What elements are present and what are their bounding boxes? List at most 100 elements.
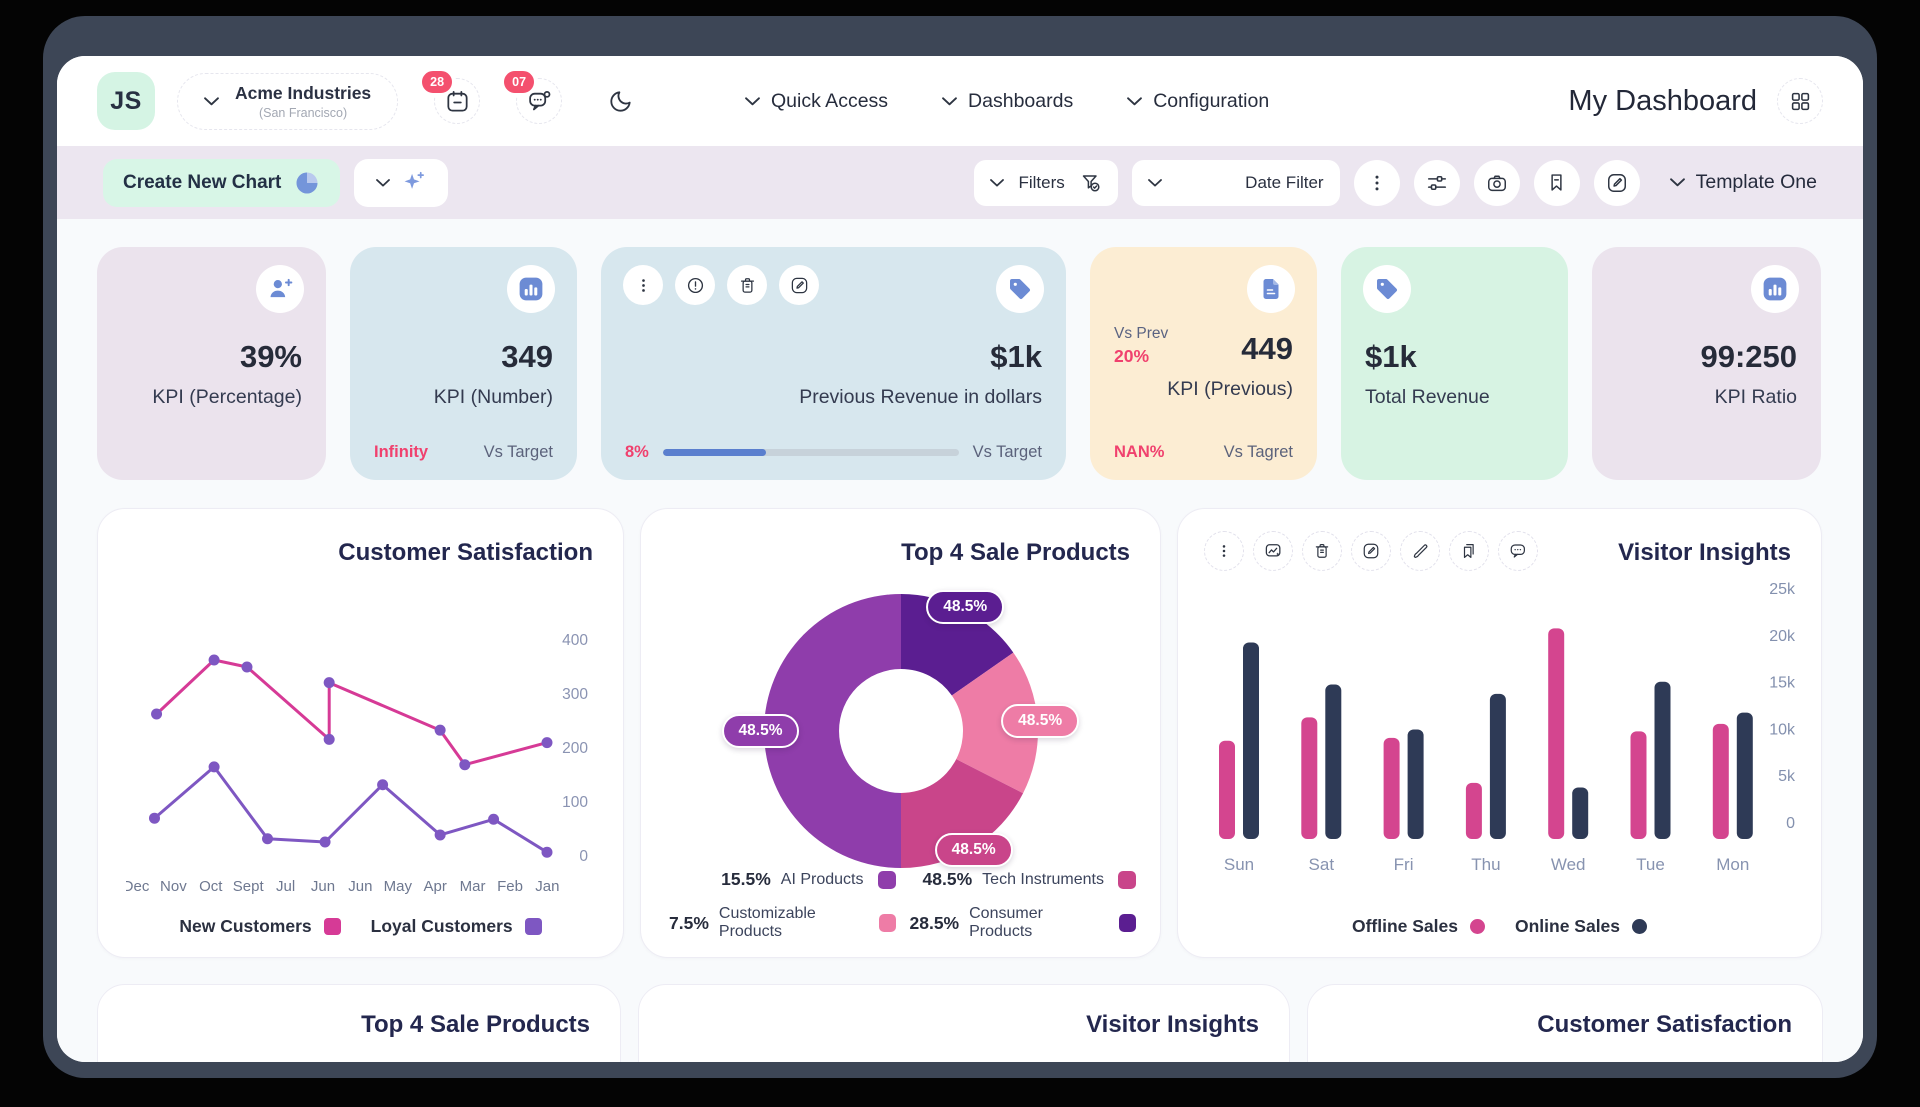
kpi-value: $1k bbox=[1365, 339, 1417, 374]
kebab-menu-button[interactable] bbox=[1204, 531, 1244, 571]
edit-button[interactable] bbox=[1593, 159, 1640, 206]
svg-text:20k: 20k bbox=[1769, 628, 1796, 645]
snapshot-button[interactable] bbox=[1473, 159, 1520, 206]
tag-icon bbox=[1377, 279, 1397, 299]
date-filter-dropdown[interactable]: Date Filter bbox=[1131, 159, 1340, 206]
legend-label: Tech Instruments bbox=[982, 870, 1104, 888]
donut-chart-canvas[interactable]: 48.5% 48.5% 48.5% 48.5% bbox=[721, 581, 1080, 881]
delete-button[interactable] bbox=[1302, 531, 1342, 571]
alert-button[interactable] bbox=[675, 265, 715, 305]
notifications-button[interactable]: 28 bbox=[419, 68, 481, 124]
edit-button[interactable] bbox=[779, 265, 819, 305]
chart-title: Customer Satisfaction bbox=[338, 539, 593, 566]
svg-text:Fri: Fri bbox=[1394, 855, 1414, 874]
kpi-card-total-revenue[interactable]: $1k Total Revenue bbox=[1341, 247, 1568, 480]
bottom-card-top-products: Top 4 Sale Products bbox=[97, 984, 621, 1062]
camera-icon bbox=[1487, 174, 1506, 191]
device-frame: JS Acme Industries (San Francisco) 28 07 bbox=[43, 16, 1877, 1078]
create-new-chart-button[interactable]: Create New Chart bbox=[103, 158, 341, 207]
bookmark-button[interactable] bbox=[1533, 159, 1580, 206]
bookmark-copy-button[interactable] bbox=[1449, 531, 1489, 571]
legend-swatch bbox=[1118, 870, 1136, 889]
legend-swatch bbox=[1118, 914, 1136, 932]
chevron-down-icon bbox=[1669, 178, 1685, 187]
menu-label: Configuration bbox=[1153, 89, 1270, 112]
donut-slice-badge: 48.5% bbox=[934, 833, 1013, 868]
legend-item[interactable]: Loyal Customers bbox=[371, 916, 542, 937]
comment-button[interactable] bbox=[1498, 531, 1538, 571]
svg-text:5k: 5k bbox=[1778, 768, 1796, 785]
menu-configuration[interactable]: Configuration bbox=[1127, 90, 1269, 113]
chart-title: Visitor Insights bbox=[1618, 539, 1791, 566]
chart-title: Top 4 Sale Products bbox=[901, 539, 1130, 566]
chart-title: Top 4 Sale Products bbox=[361, 1011, 590, 1038]
document-icon bbox=[1263, 279, 1279, 299]
donut-slice-badge: 48.5% bbox=[721, 714, 800, 748]
edit-icon bbox=[1363, 543, 1379, 559]
template-dropdown[interactable]: Template One bbox=[1669, 171, 1817, 194]
kpi-card-ratio[interactable]: 99:250 KPI Ratio bbox=[1592, 247, 1821, 480]
kpi-card-number[interactable]: 349 KPI (Number) Infinity Vs Target bbox=[350, 247, 577, 480]
avatar[interactable]: JS bbox=[97, 72, 155, 130]
create-new-chart-label: Create New Chart bbox=[123, 171, 282, 193]
notifications-badge: 28 bbox=[419, 68, 456, 96]
kpi-value: 39% bbox=[239, 339, 302, 374]
filters-dropdown[interactable]: Filters bbox=[973, 159, 1118, 206]
legend-label: Consumer Products bbox=[969, 905, 1043, 940]
bottom-row: Top 4 Sale Products Visitor Insights Cus… bbox=[97, 984, 1823, 1062]
bar-chart-icon bbox=[519, 277, 543, 301]
legend-item[interactable]: 28.5% Consumer Products bbox=[910, 905, 1136, 941]
delete-button[interactable] bbox=[727, 265, 767, 305]
menu-label: Quick Access bbox=[771, 89, 889, 112]
legend-item[interactable]: 15.5% AI Products bbox=[669, 869, 896, 890]
funnel-check-icon bbox=[1082, 174, 1100, 192]
customer-satisfaction-chart-canvas[interactable]: 400 300 200 100 0 Dec Nov Oct Sept Jul Jun Jun May Ap… bbox=[126, 620, 597, 936]
bookmark-copy-icon bbox=[1463, 544, 1474, 558]
legend-label: AI Products bbox=[780, 870, 864, 888]
toolbar: Create New Chart Filters Date Filter bbox=[57, 146, 1863, 219]
filters-label: Filters bbox=[1018, 172, 1065, 192]
person-plus-icon bbox=[270, 278, 293, 298]
progress-bar bbox=[662, 449, 959, 456]
kebab-menu-icon bbox=[1222, 545, 1226, 557]
legend-item[interactable]: 48.5% Tech Instruments bbox=[910, 869, 1136, 890]
kebab-menu-button[interactable] bbox=[623, 265, 663, 305]
kpi-card-previous-revenue[interactable]: $1k Previous Revenue in dollars 8% Vs Ta… bbox=[601, 247, 1066, 480]
legend-swatch bbox=[879, 914, 896, 932]
chevron-down-icon bbox=[1147, 178, 1162, 186]
kpi-delta: Infinity bbox=[374, 443, 429, 461]
more-options-button[interactable] bbox=[1353, 159, 1400, 206]
kpi-label: KPI (Previous) bbox=[1167, 378, 1293, 400]
layout-grid-button[interactable] bbox=[1777, 78, 1823, 124]
kpi-card-previous[interactable]: Vs Prev 20% 449 KPI (Previous) NAN% Vs T… bbox=[1090, 247, 1317, 480]
visitor-insights-chart-canvas[interactable]: 25k 20k 15k 10k 5k 0 Sun Sat Fri Thu Wed Tue Mon bbox=[1204, 569, 1797, 889]
company-selector[interactable]: Acme Industries (San Francisco) bbox=[177, 72, 399, 130]
svg-text:Sun: Sun bbox=[1224, 855, 1254, 874]
legend-swatch bbox=[524, 918, 542, 935]
edit-button[interactable] bbox=[1351, 531, 1391, 571]
legend-item[interactable]: 7.5% Customizable Products bbox=[669, 905, 896, 941]
settings-sliders-button[interactable] bbox=[1413, 159, 1460, 206]
donut-slice-badge: 48.5% bbox=[1001, 704, 1080, 739]
legend-item[interactable]: New Customers bbox=[179, 916, 341, 937]
page-title: My Dashboard bbox=[1568, 84, 1757, 117]
chart-image-button[interactable] bbox=[1253, 531, 1293, 571]
legend-item[interactable]: Online Sales bbox=[1515, 916, 1648, 937]
svg-text:Tue: Tue bbox=[1636, 855, 1665, 874]
dark-mode-toggle[interactable] bbox=[598, 78, 645, 124]
kpi-value: 349 bbox=[501, 339, 553, 374]
messages-button[interactable]: 07 bbox=[501, 68, 563, 124]
chart-title: Visitor Insights bbox=[1086, 1011, 1259, 1038]
svg-text:Jun: Jun bbox=[311, 878, 335, 895]
ai-assist-button[interactable] bbox=[354, 158, 449, 207]
legend-label: New Customers bbox=[179, 916, 312, 936]
menu-dashboards[interactable]: Dashboards bbox=[942, 90, 1073, 113]
legend-item[interactable]: Offline Sales bbox=[1352, 916, 1485, 937]
topbar-right: My Dashboard bbox=[1568, 78, 1823, 124]
chevron-down-icon bbox=[204, 96, 219, 105]
top-products-card: Top 4 Sale Products 48.5% 48.5% 48.5% 48.5%… bbox=[640, 508, 1161, 958]
brush-button[interactable] bbox=[1400, 531, 1440, 571]
menu-quick-access[interactable]: Quick Access bbox=[745, 90, 888, 113]
legend-swatch bbox=[1632, 919, 1648, 934]
kpi-card-percentage[interactable]: 39% KPI (Percentage) bbox=[97, 247, 326, 480]
